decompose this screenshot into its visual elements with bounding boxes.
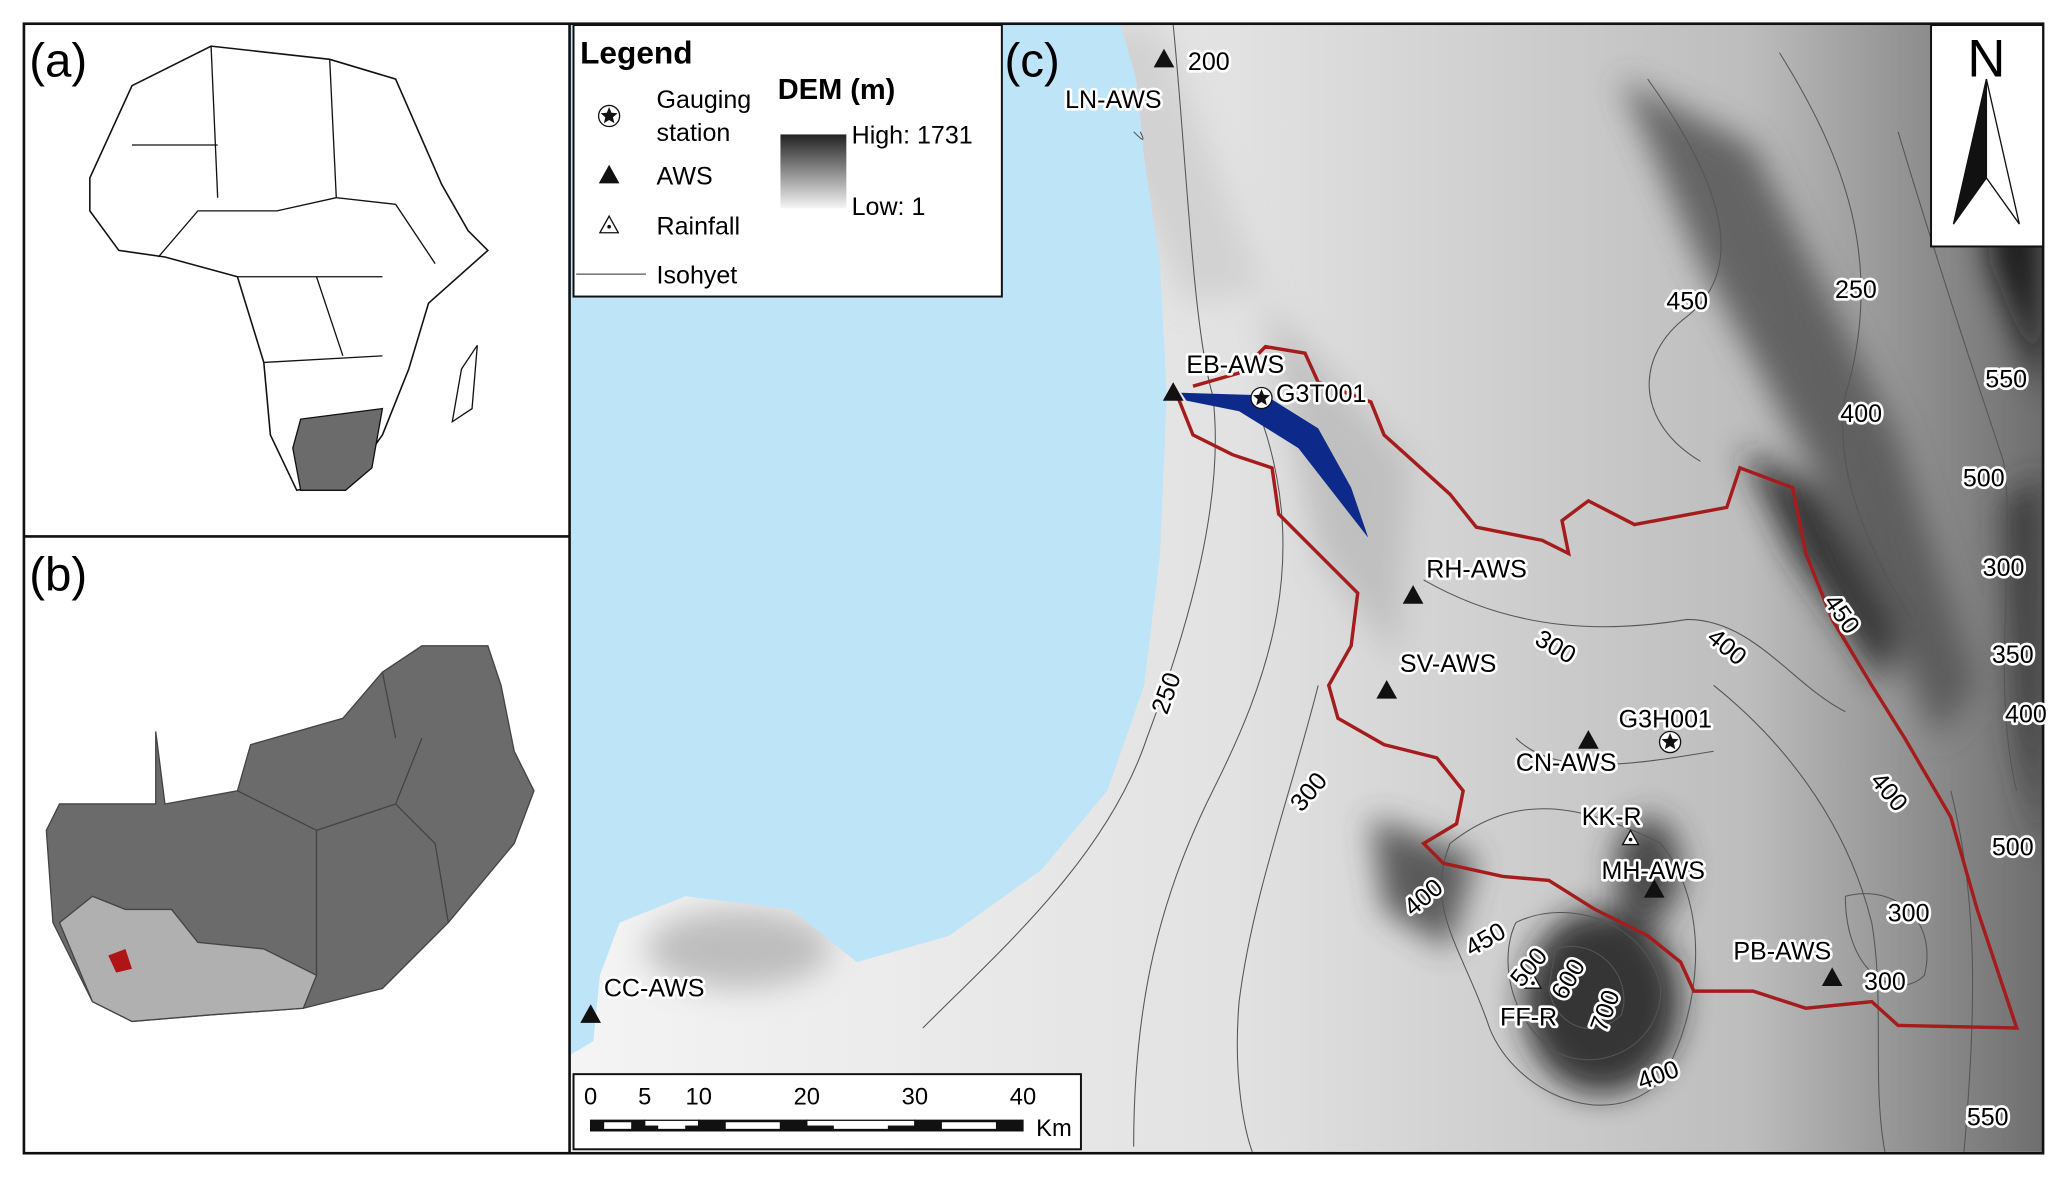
dem-high: High: 1731 bbox=[852, 122, 973, 150]
isohyet-label: 550 bbox=[1985, 365, 2027, 393]
isohyet-label: 400 bbox=[2005, 700, 2047, 728]
scale-tick-label: 0 bbox=[584, 1084, 597, 1110]
scale-segment bbox=[941, 1122, 996, 1129]
north-arrow bbox=[1985, 78, 2020, 225]
scale-box bbox=[572, 1073, 1082, 1151]
isohyet-label: 300 bbox=[1864, 968, 1906, 996]
isohyet-label: 500 bbox=[1992, 833, 2034, 861]
isohyet-label: 250 bbox=[1835, 276, 1877, 304]
isohyet-label: 400 bbox=[1840, 400, 1882, 428]
legend-label: station bbox=[657, 119, 731, 147]
isohyet-label: 450 bbox=[1666, 288, 1708, 316]
triangle-symbol bbox=[1376, 680, 1398, 699]
dem-low: Low: 1 bbox=[852, 193, 926, 221]
legend-label: Rainfall bbox=[657, 213, 740, 241]
triangle-symbol bbox=[1821, 967, 1843, 986]
station-label: KK-R bbox=[1582, 803, 1642, 831]
triangle-symbol bbox=[598, 164, 620, 184]
station-label: PB-AWS bbox=[1733, 937, 1831, 965]
triangle-symbol bbox=[1643, 879, 1665, 898]
reservoir bbox=[1181, 392, 1369, 538]
isohyet-label: 300 bbox=[1888, 899, 1930, 927]
isohyet-label: 300 bbox=[1983, 554, 2025, 582]
dem-layer bbox=[570, 25, 2044, 1152]
north-label: N bbox=[1967, 29, 2005, 88]
station-label: G3H001 bbox=[1619, 706, 1712, 734]
legend-label: Gauging bbox=[657, 86, 752, 114]
catchment-boundary bbox=[1175, 344, 2020, 1030]
rain-dot bbox=[1628, 837, 1633, 842]
panel-label: (c) bbox=[1005, 34, 1060, 87]
triangle-symbol bbox=[1402, 585, 1424, 604]
triangle-symbol bbox=[598, 214, 620, 234]
africa-map bbox=[89, 45, 490, 492]
station-label: RH-AWS bbox=[1426, 555, 1527, 583]
scale-tick-label: 5 bbox=[638, 1084, 651, 1110]
gauge-symbol bbox=[600, 107, 618, 124]
station-label: MH-AWS bbox=[1602, 857, 1705, 885]
scale-unit: Km bbox=[1036, 1116, 1072, 1142]
isohyet-label: 550 bbox=[1967, 1104, 2009, 1132]
gauge-symbol bbox=[1661, 733, 1679, 750]
panel-label: (b) bbox=[29, 548, 87, 601]
south-africa-map bbox=[45, 645, 535, 1023]
scale-tick-label: 10 bbox=[686, 1084, 712, 1110]
station-label: G3T001 bbox=[1276, 380, 1366, 408]
triangle-symbol bbox=[1153, 48, 1175, 68]
scale-segment bbox=[833, 1122, 888, 1129]
isohyet-label: 200 bbox=[1188, 48, 1230, 76]
scale-segment bbox=[725, 1122, 780, 1129]
station-label: CN-AWS bbox=[1516, 749, 1617, 777]
legend-label: Isohyet bbox=[657, 261, 738, 289]
rain-dot bbox=[1531, 981, 1535, 986]
station-label: CC-AWS bbox=[604, 974, 705, 1002]
station-label: LN-AWS bbox=[1065, 86, 1161, 114]
station-label: SV-AWS bbox=[1400, 650, 1496, 678]
station-label: EB-AWS bbox=[1186, 351, 1284, 379]
isohyets bbox=[922, 25, 2018, 1152]
triangle-symbol bbox=[1578, 730, 1599, 749]
isohyet-label: 350 bbox=[1992, 641, 2034, 669]
legend-title: Legend bbox=[580, 34, 692, 70]
dem-title: DEM (m) bbox=[778, 74, 896, 106]
scale-segment bbox=[604, 1122, 632, 1129]
station-label: FF-R bbox=[1500, 1003, 1557, 1031]
scale-tick-label: 20 bbox=[794, 1084, 820, 1110]
panel-label: (a) bbox=[29, 34, 87, 87]
triangle-symbol bbox=[1162, 382, 1184, 401]
frames bbox=[22, 22, 2045, 1155]
scale-tick-label: 40 bbox=[1010, 1084, 1036, 1110]
scale-tick-label: 30 bbox=[902, 1084, 928, 1110]
triangle-symbol bbox=[580, 1004, 602, 1023]
dem-ramp bbox=[780, 134, 847, 209]
gauge-symbol bbox=[1252, 389, 1271, 406]
triangle-symbol bbox=[1621, 828, 1640, 846]
rain-dot bbox=[607, 224, 611, 229]
legend-label: AWS bbox=[657, 163, 713, 191]
scale-segment bbox=[658, 1122, 686, 1129]
triangle-symbol bbox=[1523, 972, 1543, 989]
isohyet-label: 500 bbox=[1963, 464, 2005, 492]
